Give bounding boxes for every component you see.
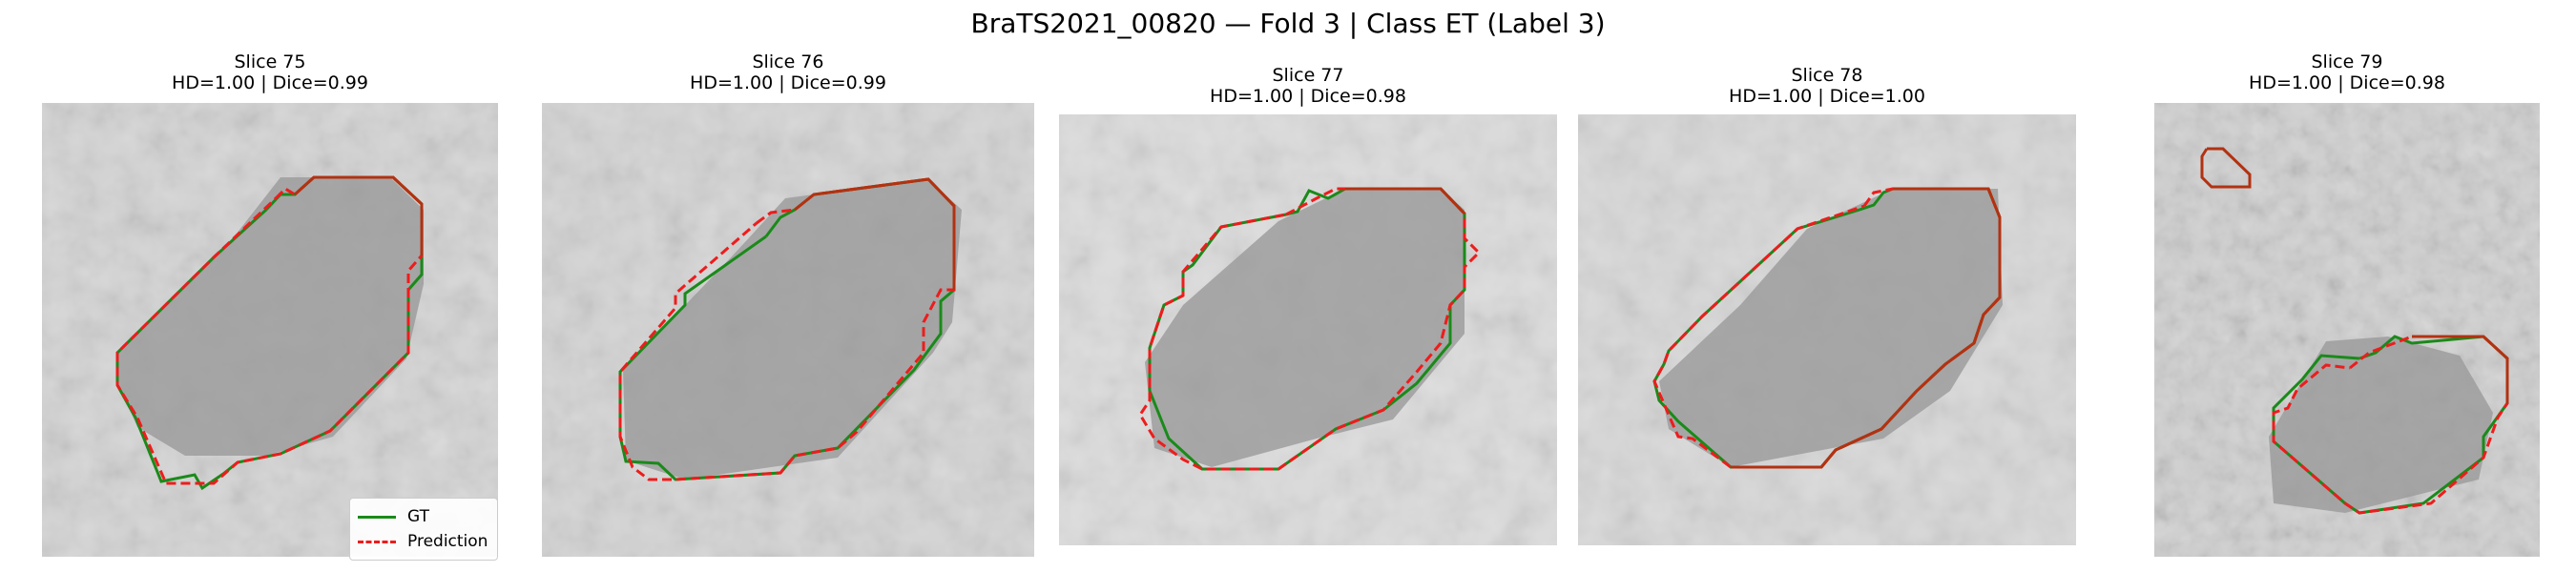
legend-prediction-label: Prediction (407, 532, 488, 551)
tumor-region (118, 177, 424, 456)
tumor-region (1145, 189, 1465, 467)
metrics-label: HD=1.00 | Dice=0.99 (172, 72, 368, 93)
tumor-region (2269, 337, 2493, 513)
legend-gt-swatch (358, 515, 396, 519)
small-contour (2200, 147, 2252, 189)
panel-title: Slice 76 HD=1.00 | Dice=0.99 (542, 51, 1034, 93)
slice-image (1578, 114, 2076, 545)
legend-prediction-swatch (358, 540, 396, 543)
slice-image (42, 103, 498, 557)
metrics-label: HD=1.00 | Dice=0.98 (1210, 86, 1406, 107)
panel-title: Slice 75 HD=1.00 | Dice=0.99 (42, 51, 498, 93)
slice-label: Slice 79 (2311, 51, 2383, 72)
slice-label: Slice 78 (1791, 65, 1863, 86)
slice-image (1059, 114, 1557, 545)
panel-title: Slice 77 HD=1.00 | Dice=0.98 (1059, 65, 1557, 107)
tumor-region (1659, 189, 2003, 467)
slice-panel-78: Slice 78 HD=1.00 | Dice=1.00 (1578, 65, 2076, 547)
prediction-contour (1138, 187, 1482, 471)
slice-panel-77: Slice 77 HD=1.00 | Dice=0.98 (1059, 65, 1557, 547)
figure-title: BraTS2021_00820 — Fold 3 | Class ET (Lab… (970, 8, 1606, 39)
slice-label: Slice 76 (752, 51, 824, 72)
slice-panel-79: Slice 79 HD=1.00 | Dice=0.98 (2154, 51, 2540, 557)
slice-image (2154, 103, 2540, 557)
metrics-label: HD=1.00 | Dice=0.98 (2249, 72, 2445, 93)
legend-entry-prediction: Prediction (358, 529, 488, 554)
panel-title: Slice 78 HD=1.00 | Dice=1.00 (1578, 65, 2076, 107)
slice-panel-75: Slice 75 HD=1.00 | Dice=0.99 GT Predicti… (42, 51, 499, 561)
panel-title: Slice 79 HD=1.00 | Dice=0.98 (2154, 51, 2540, 93)
slice-panel-76: Slice 76 HD=1.00 | Dice=0.99 (542, 51, 1034, 557)
slice-image (542, 103, 1034, 557)
slice-label: Slice 75 (234, 51, 306, 72)
metrics-label: HD=1.00 | Dice=1.00 (1729, 86, 1925, 107)
slice-label: Slice 77 (1272, 65, 1344, 86)
tumor-region (623, 179, 962, 480)
legend-gt-label: GT (407, 507, 429, 526)
legend-entry-gt: GT (358, 504, 488, 529)
legend: GT Prediction (349, 498, 499, 561)
metrics-label: HD=1.00 | Dice=0.99 (690, 72, 886, 93)
